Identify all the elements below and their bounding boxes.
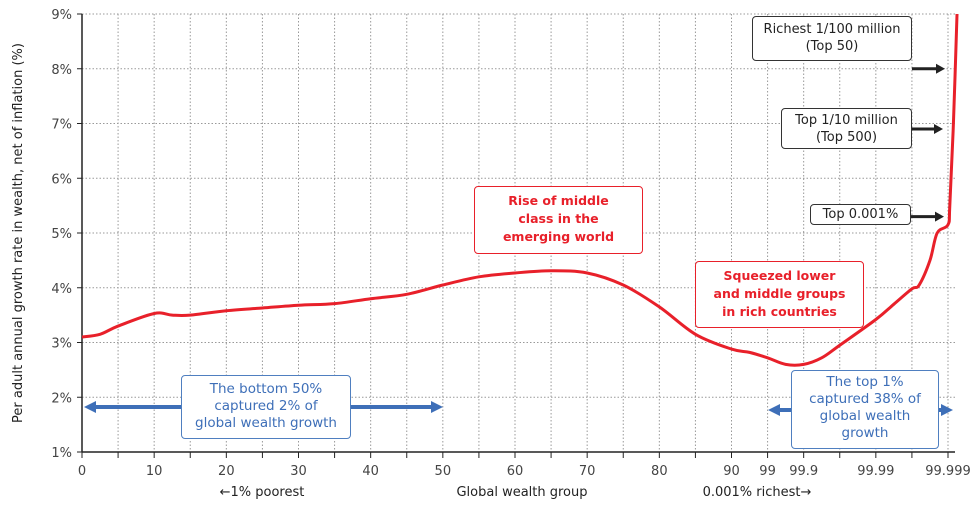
x-tick-label: 40 bbox=[362, 464, 379, 479]
annotation-line: captured 38% of bbox=[809, 391, 921, 407]
annotation-bottom-50: The bottom 50% captured 2% of global wea… bbox=[181, 375, 351, 439]
annotation-line: in rich countries bbox=[722, 304, 837, 319]
arrow-top-1-head-right bbox=[941, 404, 953, 416]
x-axis-left-note: ←1% poorest bbox=[220, 485, 305, 500]
arrow-bottom-50-head-left bbox=[84, 401, 96, 413]
y-tick-label: 1% bbox=[51, 446, 72, 461]
x-axis-title: Global wealth group bbox=[456, 485, 587, 500]
annotation-line: Top 0.001% bbox=[822, 207, 899, 222]
arrows bbox=[84, 63, 953, 416]
x-tick-label: 99.9 bbox=[789, 464, 818, 479]
x-tick-label: 70 bbox=[579, 464, 596, 479]
x-tick-label: 30 bbox=[290, 464, 307, 479]
annotation-line: captured 2% of bbox=[214, 398, 318, 414]
annotation-line: The top 1% bbox=[826, 374, 904, 390]
x-tick-label: 99.99 bbox=[857, 464, 894, 479]
growth-curve bbox=[81, 13, 959, 367]
annotation-line: class in the bbox=[518, 211, 599, 226]
arrow-richest-100m-head bbox=[936, 63, 945, 74]
annotation-line: and middle groups bbox=[713, 286, 846, 301]
y-tick-label: 4% bbox=[51, 282, 72, 297]
y-tick-label: 3% bbox=[51, 337, 72, 352]
annotation-top-10m: Top 1/10 million (Top 500) bbox=[781, 108, 912, 149]
annotation-line: The bottom 50% bbox=[209, 381, 323, 397]
y-tick-label: 6% bbox=[51, 172, 72, 187]
arrow-bottom-50-head-right bbox=[431, 401, 443, 413]
x-tick-label: 10 bbox=[146, 464, 163, 479]
annotation-line: (Top 500) bbox=[815, 130, 878, 145]
x-tick-label: 20 bbox=[218, 464, 235, 479]
y-tick-label: 5% bbox=[51, 227, 72, 242]
x-ticks: 0 10 20 30 40 50 60 70 80 90 99 99.9 99.99 99.999 bbox=[78, 452, 971, 479]
y-axis-title: Per adult annual growth rate in wealth, … bbox=[11, 43, 26, 423]
y-tick-label: 2% bbox=[51, 391, 72, 406]
x-tick-label: 60 bbox=[507, 464, 524, 479]
annotation-line: global wealth bbox=[819, 408, 911, 424]
x-tick-label: 0 bbox=[78, 464, 86, 479]
y-tick-label: 7% bbox=[51, 118, 72, 133]
annotation-squeezed: Squeezed lower and middle groups in rich… bbox=[695, 261, 864, 328]
x-tick-label: 99 bbox=[759, 464, 776, 479]
y-ticks: 1% 2% 3% 4% 5% 6% 7% 8% 9% bbox=[51, 8, 82, 461]
annotation-top-1: The top 1% captured 38% of global wealth… bbox=[791, 370, 939, 449]
arrow-top-1-head-left bbox=[768, 404, 780, 416]
annotation-line: global wealth growth bbox=[195, 415, 337, 431]
annotation-middle-class: Rise of middle class in the emerging wor… bbox=[474, 186, 643, 254]
annotation-line: Richest 1/100 million bbox=[763, 22, 901, 37]
annotation-line: Top 1/10 million bbox=[795, 113, 898, 128]
arrow-top-0001-head bbox=[935, 211, 944, 222]
annotation-richest-100m: Richest 1/100 million (Top 50) bbox=[752, 16, 912, 61]
x-tick-label: 90 bbox=[723, 464, 740, 479]
arrow-top-10m-head bbox=[934, 123, 943, 134]
annotation-line: (Top 50) bbox=[805, 39, 859, 54]
x-tick-label: 99.999 bbox=[925, 464, 971, 479]
y-tick-label: 9% bbox=[51, 8, 72, 23]
x-tick-label: 80 bbox=[651, 464, 668, 479]
annotation-line: Rise of middle bbox=[508, 193, 609, 208]
x-axis-right-note: 0.001% richest→ bbox=[703, 485, 812, 500]
x-tick-label: 50 bbox=[435, 464, 452, 479]
annotation-top-0001: Top 0.001% bbox=[810, 204, 911, 225]
y-tick-label: 8% bbox=[51, 63, 72, 78]
annotation-line: growth bbox=[841, 425, 889, 441]
annotation-line: emerging world bbox=[502, 229, 615, 244]
annotation-line: Squeezed lower bbox=[723, 268, 836, 283]
